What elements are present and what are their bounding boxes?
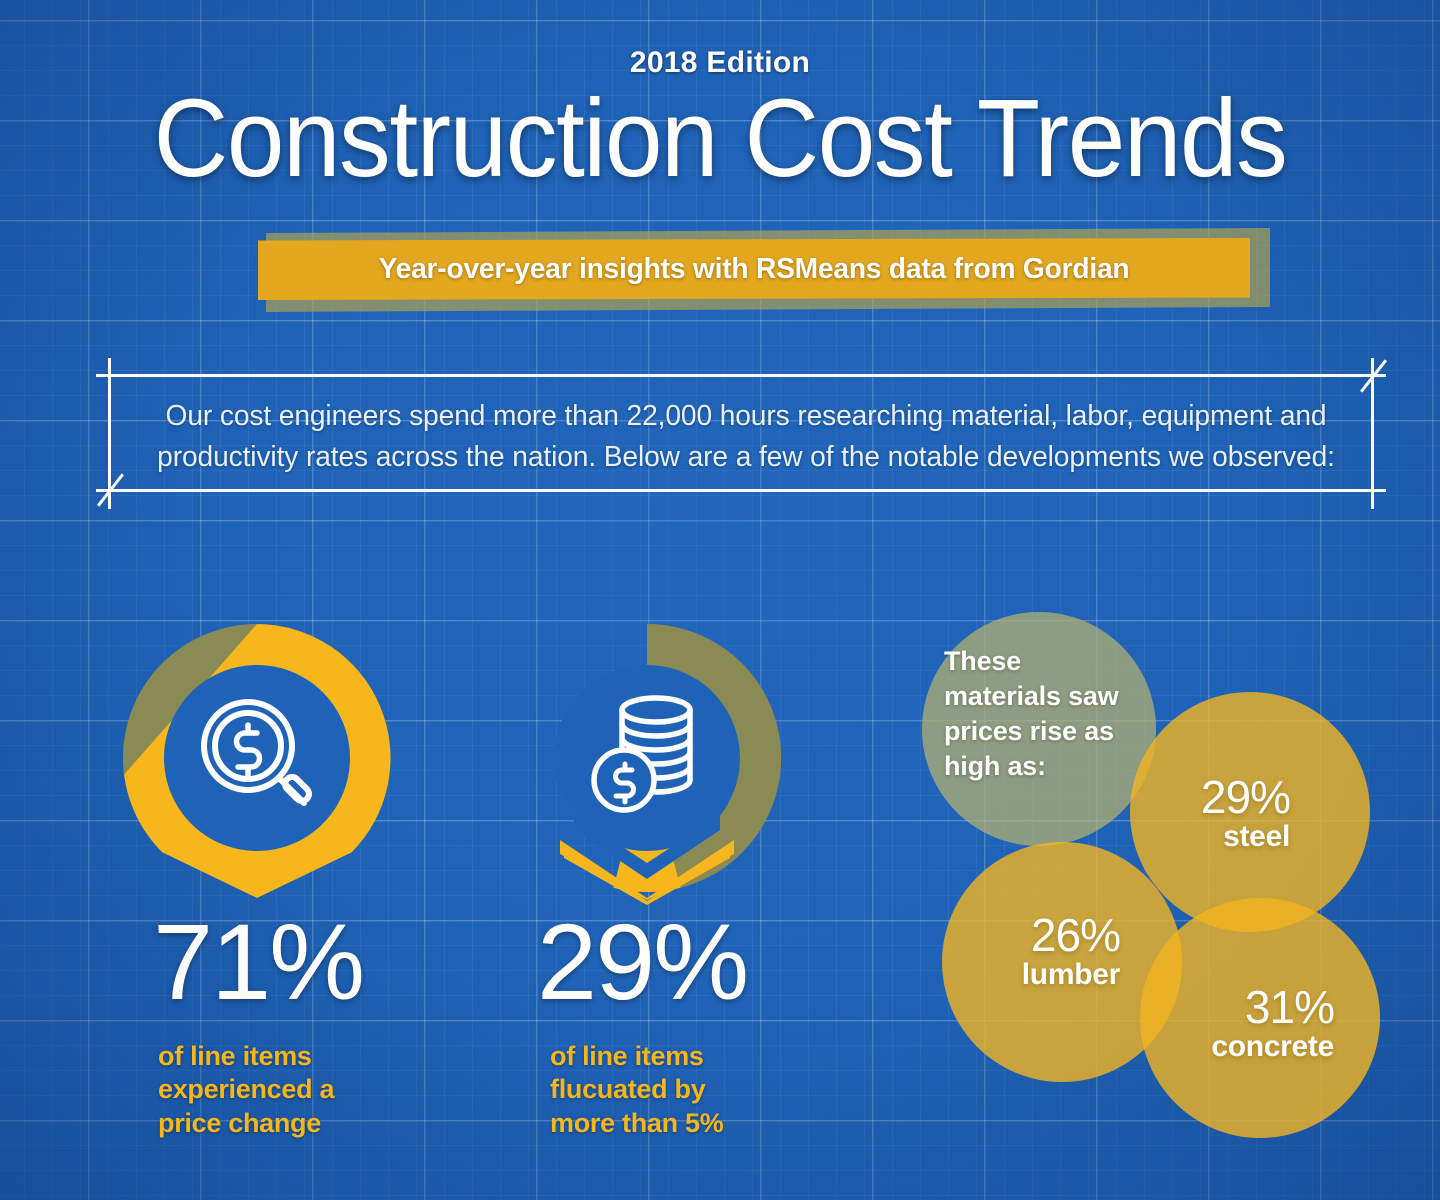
stat-pin-29: 29% of line items flucuated by more than… [512, 608, 782, 1138]
stat-label-29-line2: flucuated by [550, 1074, 706, 1105]
venn-circle-caption [922, 612, 1156, 846]
banner-front-shape: Year-over-year insights with RSMeans dat… [258, 238, 1250, 300]
venn-caption-line2: materials saw [944, 681, 1119, 712]
stat-value-71: 71% [153, 901, 365, 1022]
venn-value-lumber-number: 26% [1030, 909, 1121, 961]
stat-label-29-line1: of line items [550, 1041, 704, 1071]
intro-bracket [96, 356, 1387, 512]
venn-value-lumber: 26% lumber [980, 909, 1121, 992]
stat-pin-71: 71% of line items experienced a price ch… [118, 608, 396, 1138]
stat-value-29: 29% [537, 901, 749, 1022]
venn-circle-concrete [1140, 898, 1380, 1138]
venn-circle-steel [1130, 692, 1370, 932]
venn-value-concrete-name: concrete [1211, 1030, 1334, 1063]
stat-label-71: of line items experienced a price change [158, 1040, 335, 1140]
venn-caption: These materials saw prices rise as high … [944, 644, 1144, 784]
stat-label-71-line1: of line items [158, 1041, 312, 1071]
bracket-left-line [108, 358, 111, 509]
intro-paragraph: Our cost engineers spend more than 22,00… [157, 400, 1335, 474]
edition-label: 2018 Edition [629, 46, 811, 79]
venn-caption-line4: high as: [944, 751, 1046, 782]
stat-label-29: of line items flucuated by more than 5% [550, 1040, 724, 1140]
banner-text: Year-over-year insights with RSMeans dat… [378, 252, 1130, 285]
venn-caption-line3: prices rise as [944, 716, 1114, 747]
venn-value-concrete: 31% concrete [1190, 981, 1335, 1064]
venn-value-steel-number: 29% [1200, 771, 1291, 823]
page-title: Construction Cost Trends [153, 77, 1288, 200]
pin-tip-2 [564, 846, 730, 905]
bracket-top-line [96, 374, 1386, 377]
pin-donut-71 [122, 624, 391, 898]
donut-hole-notch [574, 815, 720, 879]
stat-label-71-line3: price change [158, 1107, 321, 1138]
donut-hole [164, 665, 350, 851]
stat-label-71-line2: experienced a [158, 1074, 335, 1105]
bracket-bottom-line [96, 489, 1386, 492]
venn-caption-line1: These [944, 646, 1022, 676]
subtitle-banner: Year-over-year insights with RSMeans dat… [258, 228, 1270, 312]
stat-label-29-line3: more than 5% [550, 1107, 724, 1138]
venn-value-concrete-number: 31% [1244, 981, 1335, 1033]
venn-value-steel: 29% steel [1150, 771, 1291, 854]
bracket-right-line [1371, 358, 1374, 509]
venn-value-steel-name: steel [1223, 820, 1290, 853]
pin-donut-29 [553, 623, 782, 905]
materials-venn: These materials saw prices rise as high … [900, 596, 1400, 1138]
venn-value-lumber-name: lumber [1021, 958, 1121, 991]
